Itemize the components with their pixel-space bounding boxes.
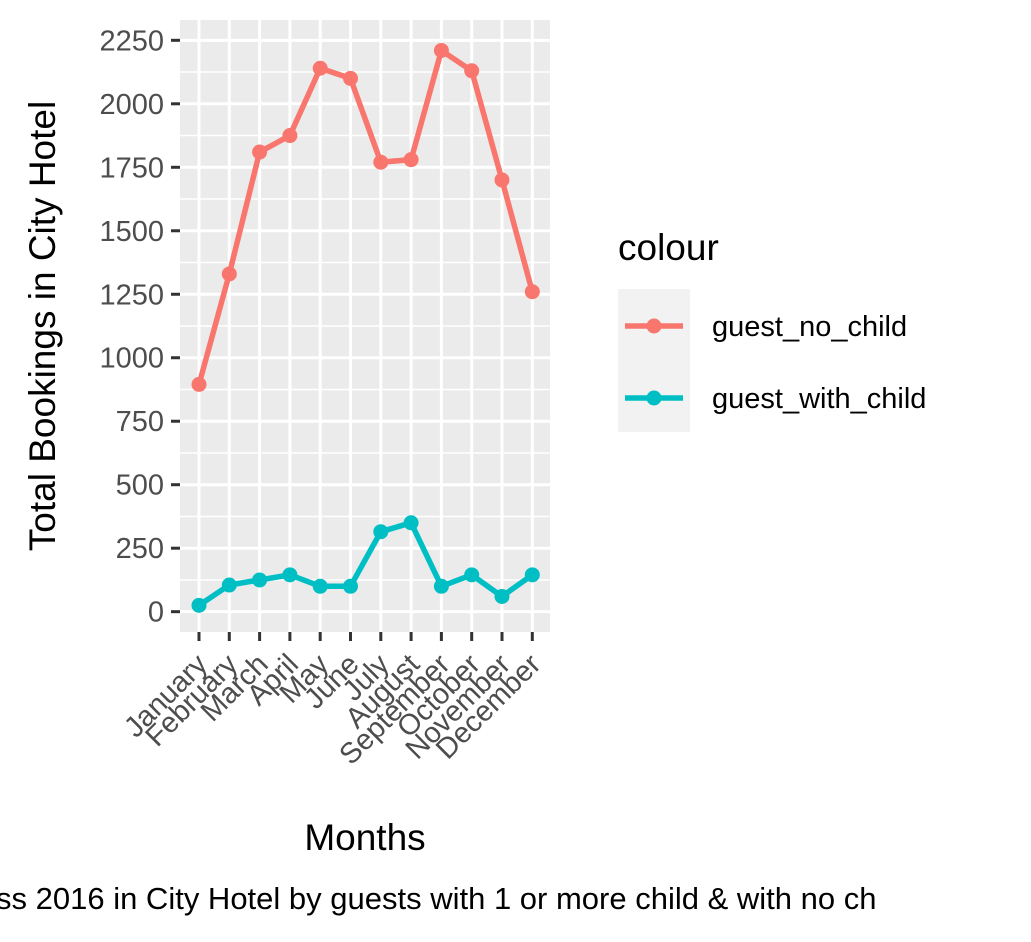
- series-line-guest_no_child: [196, 47, 535, 386]
- data-point-guest_no_child: [191, 376, 207, 392]
- y-tick-label: 2000: [99, 89, 164, 121]
- data-point-guest_with_child: [191, 597, 207, 613]
- data-point-guest_no_child: [524, 284, 540, 300]
- data-point-guest_no_child: [464, 63, 480, 79]
- series-layer: [191, 42, 540, 613]
- y-tick-label: 250: [116, 533, 164, 565]
- legend-label: guest_with_child: [712, 383, 926, 415]
- y-axis: 0 250 500 750 1000 1250 1500 1750 2000 2250: [99, 25, 180, 629]
- data-point-guest_with_child: [252, 572, 268, 588]
- legend: colour guest_no_child guest_with_child: [618, 227, 926, 432]
- data-point-guest_with_child: [494, 588, 510, 604]
- data-point-guest_no_child: [282, 128, 298, 144]
- chart-caption: ss 2016 in City Hotel by guests with 1 o…: [0, 881, 876, 916]
- data-point-guest_no_child: [252, 144, 268, 160]
- y-tick-label: 2250: [99, 25, 164, 57]
- data-point-guest_no_child: [221, 266, 237, 282]
- data-point-guest_no_child: [403, 152, 419, 168]
- legend-title: colour: [618, 227, 719, 268]
- data-point-guest_with_child: [373, 524, 389, 540]
- y-tick-label: 1500: [99, 216, 164, 248]
- data-point-guest_no_child: [312, 60, 328, 76]
- data-point-guest_no_child: [433, 42, 449, 58]
- data-point-guest_with_child: [221, 577, 237, 593]
- data-point-guest_with_child: [343, 578, 358, 594]
- x-axis: JanuaryFebruaryMarchAprilMayJuneJulyAugu…: [118, 632, 547, 771]
- legend-key-point: [646, 318, 662, 334]
- data-point-guest_with_child: [433, 578, 449, 594]
- y-tick-label: 1750: [99, 152, 164, 184]
- legend-key-point: [646, 390, 662, 406]
- y-tick-label: 1000: [99, 343, 164, 375]
- data-point-guest_with_child: [464, 567, 480, 583]
- data-point-guest_no_child: [343, 70, 358, 86]
- data-point-guest_with_child: [403, 515, 419, 531]
- data-point-guest_with_child: [524, 567, 540, 583]
- y-tick-label: 1250: [99, 279, 164, 311]
- legend-key-background: [618, 289, 690, 432]
- y-axis-title: Total Bookings in City Hotel: [22, 101, 63, 551]
- data-point-guest_with_child: [312, 578, 328, 594]
- x-axis-title: Months: [304, 817, 425, 858]
- legend-label: guest_no_child: [712, 311, 907, 343]
- data-point-guest_no_child: [373, 154, 389, 170]
- y-tick-label: 750: [116, 406, 164, 438]
- data-point-guest_with_child: [282, 567, 298, 583]
- y-tick-label: 500: [116, 470, 164, 502]
- data-point-guest_no_child: [494, 172, 510, 188]
- y-tick-label: 0: [148, 597, 164, 629]
